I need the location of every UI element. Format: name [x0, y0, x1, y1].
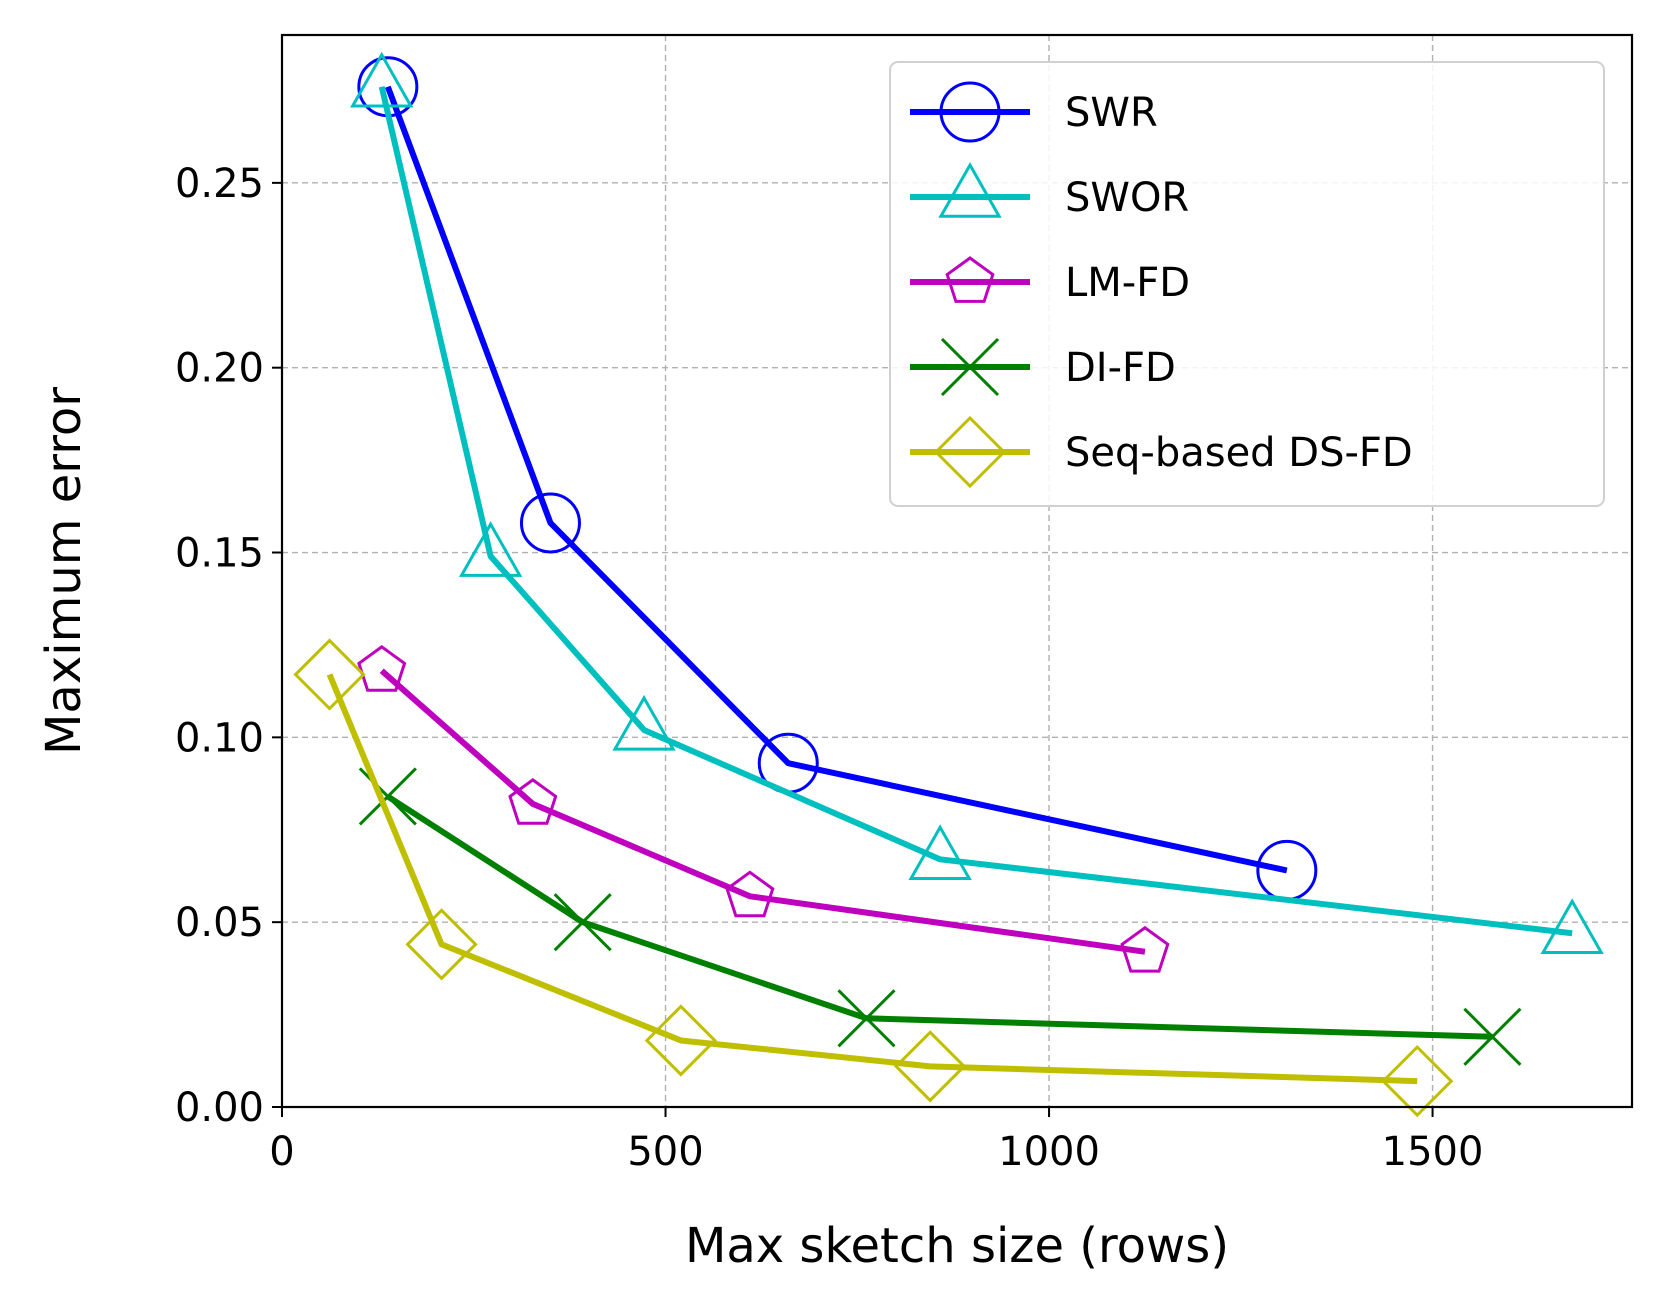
data-point-lm-fd: [508, 778, 558, 825]
data-point-lm-fd: [1120, 925, 1170, 973]
legend-marker-lm-fd: [945, 256, 995, 303]
y-tick-label: 0.05: [175, 900, 264, 946]
legend-entry-swr: SWR: [910, 81, 1158, 143]
data-point-lm-fd: [725, 870, 775, 918]
data-point-seq-based-ds-fd: [293, 638, 366, 711]
x-axis: 0 500 1000 1500: [269, 1107, 1483, 1175]
data-point-swor: [350, 51, 414, 108]
y-tick-label: 0.25: [175, 161, 264, 207]
legend-label: DI-FD: [1065, 345, 1176, 391]
legend-entry-seq-based-ds-fd: Seq-based DS-FD: [910, 415, 1413, 489]
legend-marker-seq-based-ds-fd: [933, 415, 1007, 489]
data-point-di-fd: [358, 767, 417, 826]
data-point-di-fd: [1463, 1007, 1522, 1066]
legend-entry-lm-fd: LM-FD: [910, 256, 1190, 306]
y-tick-label: 0.00: [175, 1085, 264, 1131]
series-line-di-fd: [386, 793, 1493, 1040]
x-axis-title: Max sketch size (rows): [685, 1218, 1229, 1274]
data-point-seq-based-ds-fd: [894, 1030, 967, 1103]
y-tick-label: 0.20: [175, 346, 264, 392]
data-point-seq-based-ds-fd: [1381, 1045, 1454, 1118]
data-point-seq-based-ds-fd: [644, 1004, 717, 1077]
legend-marker-swor: [938, 161, 1002, 218]
data-point-swor: [458, 521, 523, 577]
legend-entry-di-fd: DI-FD: [910, 337, 1176, 397]
legend-label: SWR: [1065, 90, 1158, 136]
series-lm-fd: [357, 644, 1170, 973]
legend-entry-swor: SWOR: [910, 161, 1189, 221]
y-axis-title: Maximum error: [36, 387, 92, 755]
legend-label: LM-FD: [1065, 260, 1190, 306]
data-point-swor: [1540, 898, 1604, 954]
series-layer: [293, 51, 1604, 1118]
series-line-lm-fd: [379, 668, 1146, 955]
legend-label: SWOR: [1065, 175, 1189, 221]
legend: SWR SWOR LM-FD DI-FD Seq-based DS-FD: [889, 61, 1605, 507]
legend-marker-swr: [939, 81, 1001, 143]
data-point-di-fd: [553, 893, 612, 952]
series-seq-based-ds-fd: [293, 638, 1454, 1118]
y-tick-label: 0.10: [175, 715, 264, 761]
series-di-fd: [358, 767, 1522, 1066]
data-point-di-fd: [837, 989, 896, 1048]
y-tick-label: 0.15: [175, 531, 264, 577]
plot-frame: [280, 33, 1634, 1109]
legend-box: [889, 61, 1605, 507]
x-tick-label: 0: [269, 1129, 294, 1175]
data-point-swor: [908, 824, 972, 881]
data-point-swr: [519, 492, 581, 554]
x-tick-label: 1000: [998, 1129, 1100, 1175]
series-line-swor: [378, 86, 1573, 937]
legend-marker-di-fd: [940, 337, 1000, 397]
series-line-swr: [385, 85, 1288, 874]
data-point-lm-fd: [357, 644, 407, 692]
data-point-swor: [612, 694, 676, 751]
x-tick-label: 500: [627, 1129, 703, 1175]
x-tick-label: 1500: [1382, 1129, 1484, 1175]
series-line-seq-based-ds-fd: [326, 673, 1418, 1085]
y-axis: 0.00 0.05 0.10 0.15 0.20 0.25: [175, 161, 282, 1131]
data-point-seq-based-ds-fd: [405, 908, 478, 981]
legend-label: Seq-based DS-FD: [1065, 430, 1413, 476]
series-swor: [350, 51, 1604, 954]
